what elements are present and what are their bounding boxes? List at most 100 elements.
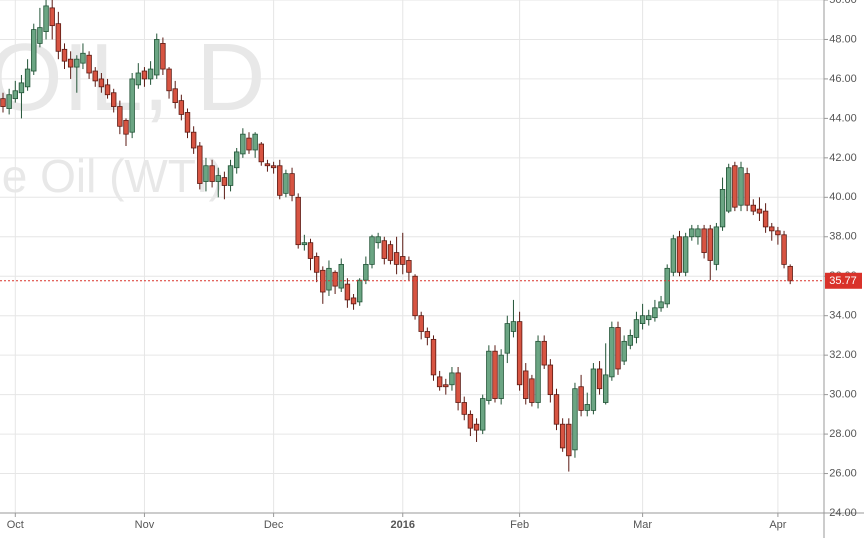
candle-body (769, 226, 775, 232)
candle-body (621, 340, 627, 362)
candle-body (74, 58, 80, 68)
candle-body (479, 398, 486, 431)
candle-body (258, 143, 264, 163)
candle-body (356, 279, 363, 303)
candle-body (363, 263, 369, 281)
candle-body (12, 90, 18, 100)
candle-body (510, 321, 517, 332)
candle-body (756, 208, 763, 214)
candle-body (535, 340, 541, 403)
candle-body (332, 271, 338, 287)
candle-body (350, 297, 357, 305)
candle-body (596, 368, 603, 390)
candle-body (719, 189, 726, 228)
candle-body (430, 338, 437, 376)
candle-body (412, 275, 418, 317)
candle-body (689, 228, 695, 238)
candle-body (0, 98, 6, 107)
y-tick-label: 32.00 (829, 349, 857, 361)
candle-body (646, 315, 652, 321)
axes: 24.0026.0028.0030.0032.0034.0036.0038.00… (7, 0, 862, 531)
candle-body (233, 151, 240, 169)
candles (0, 0, 824, 472)
candle-body (633, 319, 640, 338)
candle-body (486, 350, 492, 401)
candle-body (129, 78, 135, 133)
candle-body (283, 173, 289, 194)
candle-body (387, 244, 394, 261)
candle-body (664, 267, 670, 305)
candle-body (584, 404, 590, 411)
candle-body (566, 423, 572, 457)
candle-body (449, 372, 455, 386)
candle-body (682, 236, 689, 273)
candle-body (160, 43, 166, 70)
candle-body (80, 52, 86, 64)
candle-body (252, 133, 258, 151)
candle-body (603, 374, 609, 403)
candle-body (98, 78, 105, 88)
candle-body (246, 137, 252, 151)
grid (0, 0, 824, 514)
y-tick-label: 50.00 (829, 0, 857, 6)
candle-body (6, 94, 12, 109)
candle-body (295, 196, 301, 246)
candle-body (270, 165, 277, 169)
candle-body (393, 252, 400, 265)
candle-body (744, 173, 750, 206)
candle-body (461, 402, 467, 415)
x-tick-label: Feb (510, 519, 529, 531)
candle-body (553, 394, 560, 425)
candle-body (516, 321, 523, 386)
last-price-label: 35.77 (829, 275, 857, 287)
candle-body (184, 112, 191, 133)
candle-body (504, 323, 510, 354)
candle-body (455, 372, 461, 403)
candle-body (154, 39, 160, 76)
candle-body (559, 423, 566, 449)
candle-body (726, 167, 732, 212)
y-tick-label: 46.00 (829, 73, 857, 85)
candle-body (227, 165, 234, 186)
candle-body (197, 145, 203, 184)
time-axis-panel (0, 513, 864, 538)
candle-body (738, 167, 744, 206)
candle-body (547, 364, 554, 396)
last-price-box (825, 272, 862, 289)
y-tick-label: 30.00 (829, 389, 857, 401)
x-tick-label: Oct (7, 519, 24, 531)
candle-body (676, 236, 683, 273)
candle-body (781, 234, 787, 265)
candle-body (307, 242, 314, 259)
candle-body (166, 68, 172, 92)
candle-body (523, 370, 529, 399)
candle-body (732, 165, 738, 208)
candle-body (301, 242, 308, 246)
candle-body (203, 165, 209, 182)
candle-body (406, 260, 412, 273)
candle-body (135, 72, 141, 86)
y-tick-label: 44.00 (829, 112, 857, 124)
candle-body (627, 335, 633, 346)
candle-body (473, 423, 480, 431)
candle-body (277, 165, 283, 196)
candle-body (424, 331, 431, 338)
y-tick-label: 40.00 (829, 191, 857, 203)
candle-body (31, 29, 37, 72)
candle-body (178, 100, 185, 115)
candle-body (43, 5, 49, 32)
candle-body (123, 119, 129, 135)
candle-body (498, 354, 504, 399)
candle-body (701, 228, 707, 253)
candle-body (381, 240, 387, 259)
candle-body (111, 92, 117, 107)
candle-body (639, 315, 646, 324)
candle-body (18, 82, 25, 94)
candle-body (572, 388, 578, 451)
y-tick-label: 26.00 (829, 467, 857, 479)
candle-body (695, 228, 701, 238)
candle-body (61, 48, 68, 62)
candle-body (49, 7, 55, 27)
